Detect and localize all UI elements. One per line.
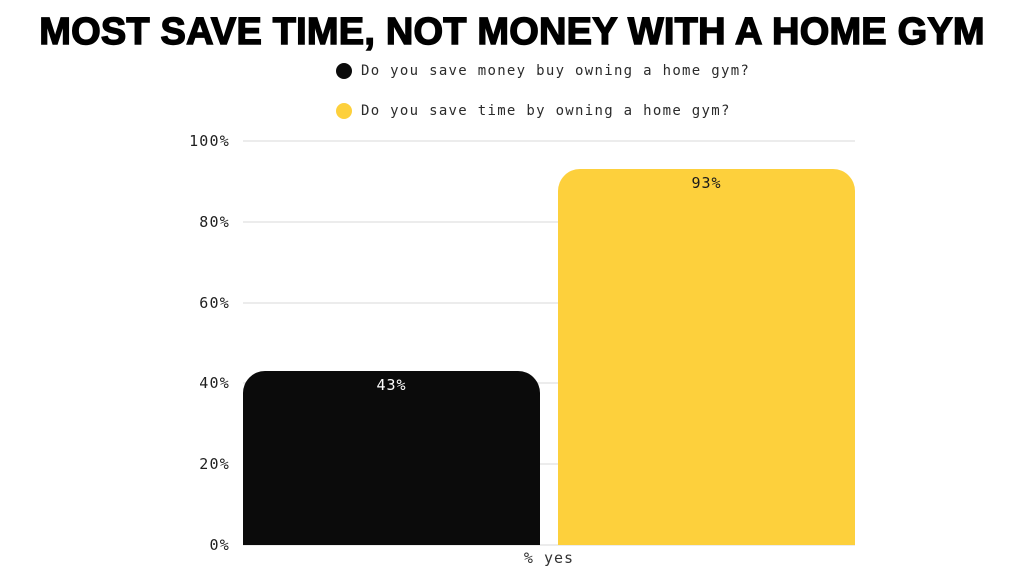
legend-item: Do you save money buy owning a home gym?: [336, 63, 750, 79]
bar-series-1: 43%: [243, 371, 540, 545]
chart-title: MOST SAVE TIME, NOT MONEY WITH A HOME GY…: [39, 10, 986, 53]
gridline: [243, 301, 855, 304]
y-axis-tick-label: 20%: [199, 455, 230, 474]
gridline: [243, 544, 855, 546]
gridline: [243, 220, 855, 223]
legend-item-label: Do you save time by owning a home gym?: [361, 103, 731, 119]
gridline: [243, 382, 855, 385]
legend-item: Do you save time by owning a home gym?: [336, 103, 750, 119]
plot-area: 0% 20% 40% 60% 80% 100% 43% 93%: [189, 132, 855, 554]
y-axis-tick-label: 40%: [199, 374, 230, 393]
bar-series-2: 93%: [558, 169, 855, 545]
y-axis-tick-label: 60%: [199, 293, 230, 312]
x-axis-label: % yes: [523, 549, 575, 567]
gridline: [243, 140, 855, 142]
y-axis-tick-label: 100%: [189, 132, 230, 150]
legend-item-label: Do you save money buy owning a home gym?: [361, 63, 751, 79]
black-series-dot-icon: [336, 63, 352, 79]
y-axis-tick-label: 0%: [209, 536, 230, 554]
yellow-series-dot-icon: [336, 103, 352, 119]
gridline: [243, 463, 855, 466]
legend: Do you save money buy owning a home gym?…: [336, 63, 750, 119]
bar-value-label: 93%: [691, 174, 722, 193]
y-axis-tick-label: 80%: [199, 212, 230, 231]
bar-value-label: 43%: [376, 376, 407, 395]
